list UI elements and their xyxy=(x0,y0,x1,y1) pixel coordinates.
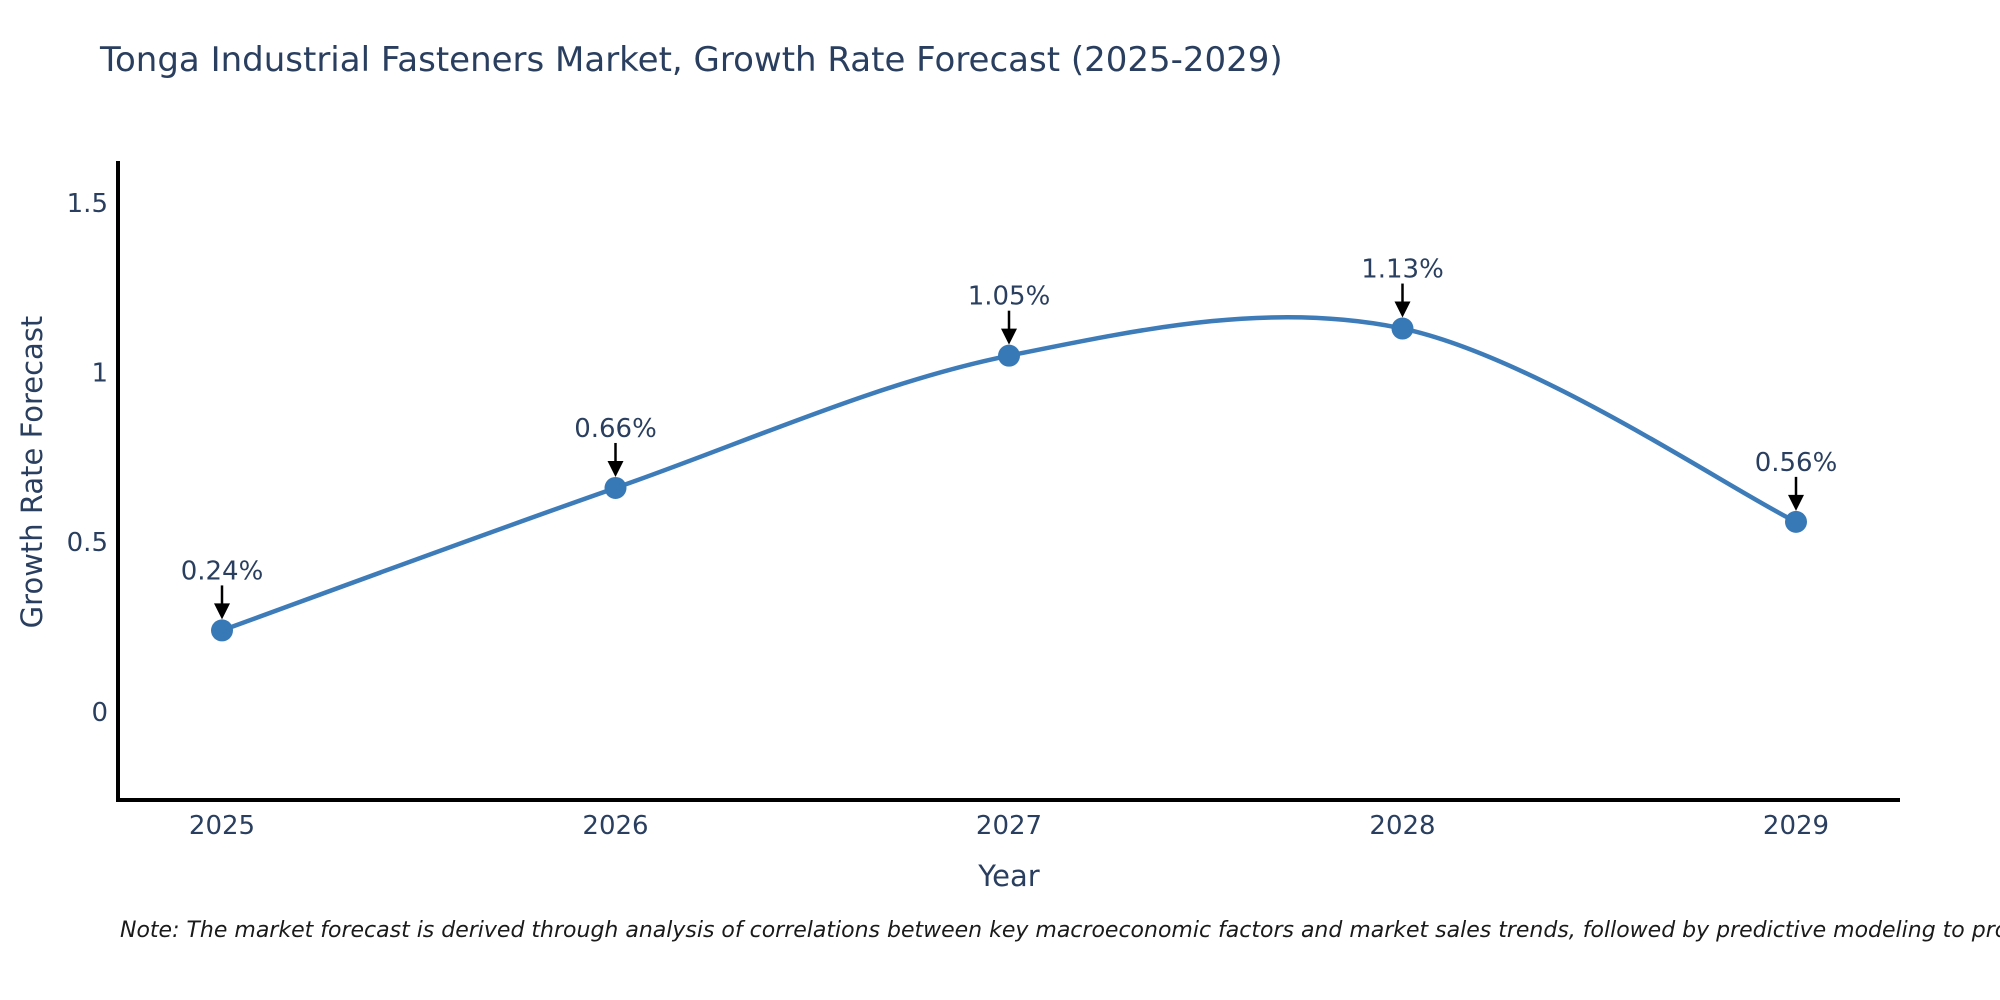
data-point xyxy=(211,619,233,642)
x-tick-label: 2028 xyxy=(1369,811,1435,841)
annotation-arrowhead xyxy=(1788,494,1804,511)
annotation-label: 1.13% xyxy=(1361,255,1444,285)
data-point xyxy=(604,476,627,499)
x-axis-title: Year xyxy=(978,859,1040,893)
annotation-label: 1.05% xyxy=(968,282,1051,312)
x-tick-label: 2027 xyxy=(976,811,1042,841)
annotation-arrowhead xyxy=(1001,328,1017,345)
y-tick-label: 1 xyxy=(91,359,108,389)
y-tick-label: 0 xyxy=(91,698,108,728)
annotation-label: 0.24% xyxy=(181,556,264,586)
annotation-arrowhead xyxy=(607,460,624,477)
chart-title: Tonga Industrial Fasteners Market, Growt… xyxy=(100,40,1283,80)
x-tick-label: 2029 xyxy=(1763,811,1829,841)
data-point xyxy=(998,344,1020,367)
y-tick-label: 0.5 xyxy=(67,528,108,558)
data-point xyxy=(1391,317,1414,340)
annotation-arrowhead xyxy=(1394,301,1411,318)
y-tick-label: 1.5 xyxy=(67,189,108,219)
annotation-label: 0.56% xyxy=(1755,448,1838,478)
x-tick-label: 2025 xyxy=(189,811,255,841)
data-point xyxy=(1785,510,1807,533)
x-tick-label: 2026 xyxy=(582,811,648,841)
annotation-arrowhead xyxy=(214,603,230,620)
footnote: Note: The market forecast is derived thr… xyxy=(120,918,2000,943)
annotation-label: 0.66% xyxy=(574,414,657,444)
